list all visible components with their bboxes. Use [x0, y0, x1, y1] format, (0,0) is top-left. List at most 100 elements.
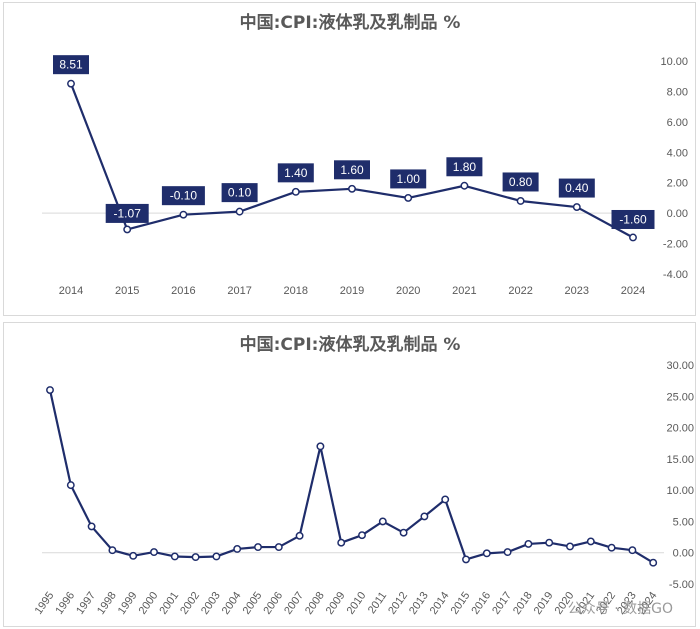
x-tick-label: 2024 [621, 285, 645, 297]
data-point [629, 233, 637, 242]
x-tick-label: 2020 [396, 285, 420, 297]
y-tick-label: 30.00 [666, 360, 694, 372]
y-tick-label: -2.00 [663, 239, 688, 251]
data-point [460, 181, 469, 190]
data-point [274, 543, 283, 552]
x-tick-label: 2022 [508, 285, 532, 297]
y-tick-label: 10.00 [660, 56, 688, 68]
x-tick-label: 2003 [199, 590, 223, 617]
x-tick-label: 2021 [452, 285, 476, 297]
data-point [566, 542, 574, 551]
data-point [212, 552, 221, 561]
data-point [170, 552, 179, 561]
data-point [545, 538, 554, 547]
x-tick-label: 2010 [345, 590, 369, 617]
x-tick-label: 1999 [116, 590, 140, 617]
y-tick-label: 15.00 [666, 454, 694, 466]
chart-title: 中国:CPI:液体乳及乳制品 % [240, 12, 461, 33]
data-label-box [390, 169, 427, 189]
data-point [108, 546, 117, 555]
x-tick-label: 1998 [95, 590, 119, 617]
data-point [628, 546, 637, 555]
data-label-box [446, 157, 483, 177]
data-label-box [558, 178, 595, 198]
data-point [524, 540, 533, 548]
y-tick-label: -5.00 [669, 579, 694, 591]
chart-title: 中国:CPI:液体乳及乳制品 % [240, 334, 461, 355]
x-tick-label: 2011 [366, 590, 389, 616]
x-tick-label: 2016 [171, 285, 195, 297]
x-tick-label: 2017 [227, 285, 251, 297]
data-label: 0.10 [228, 186, 252, 200]
data-label: -1.60 [619, 212, 647, 226]
x-tick-label: 2016 [469, 590, 493, 617]
x-tick-label: 2014 [428, 590, 452, 617]
data-point [235, 207, 244, 216]
data-point [254, 543, 262, 552]
data-point [46, 386, 54, 394]
data-point [67, 79, 75, 88]
data-label-box [53, 55, 89, 75]
data-label-box [277, 163, 314, 183]
x-tick-label: 2000 [137, 590, 161, 617]
data-point [129, 551, 138, 560]
data-label: 1.40 [284, 166, 308, 180]
line-chart-1995-2024: 中国:CPI:液体乳及乳制品 % 30.00 25.00 20.00 15.00 10.… [33, 334, 694, 617]
data-point [649, 558, 658, 567]
data-point [358, 531, 366, 540]
data-point [516, 197, 525, 205]
data-label: 0.80 [509, 175, 533, 189]
data-label: -1.07 [114, 206, 142, 220]
data-point [150, 548, 158, 557]
data-point [503, 548, 512, 557]
data-point [586, 537, 595, 546]
y-tick-label: 5.00 [673, 516, 694, 528]
data-label: 1.80 [453, 160, 477, 174]
x-tick-label: 2006 [261, 590, 285, 617]
y-tick-label: 2.00 [667, 178, 688, 190]
data-point [191, 553, 200, 562]
watermark: 公众号 · 数据GO [567, 601, 673, 617]
x-tick-label: 1997 [74, 590, 98, 617]
series-line [48, 389, 654, 564]
x-tick-label: 2015 [449, 590, 473, 617]
data-point [291, 187, 300, 196]
data-point [179, 210, 188, 219]
data-point [66, 481, 75, 490]
data-point [337, 538, 346, 547]
x-tick-label: 2002 [178, 590, 202, 617]
x-tick-label: 1995 [33, 590, 57, 617]
y-tick-label: 0.00 [667, 208, 688, 220]
data-label-box [611, 209, 655, 229]
x-tick-label: 2014 [59, 285, 83, 297]
data-label-box [161, 186, 205, 206]
x-tick-label: 2005 [241, 590, 265, 617]
y-tick-label: 4.00 [667, 147, 688, 159]
data-label-box [105, 203, 149, 223]
data-point [87, 522, 96, 531]
x-tick-label: 2008 [303, 590, 327, 617]
data-label: -0.10 [170, 189, 198, 203]
data-point [295, 531, 304, 540]
data-point [404, 193, 413, 202]
data-point [316, 442, 325, 451]
x-tick-label: 2015 [115, 285, 139, 297]
x-tick-label: 2023 [565, 285, 589, 297]
data-point [348, 184, 356, 193]
y-tick-label: 25.00 [666, 391, 694, 403]
y-tick-label: -4.00 [663, 269, 688, 281]
data-point [399, 528, 408, 537]
y-tick-label: 8.00 [667, 86, 688, 98]
x-tick-label: 2019 [532, 590, 556, 617]
x-tick-label: 2009 [324, 590, 348, 617]
data-point [607, 543, 616, 552]
data-label: 1.00 [397, 172, 421, 186]
chart-panel-bottom: 中国:CPI:液体乳及乳制品 % 30.00 25.00 20.00 15.00 10.… [3, 322, 696, 627]
data-point [378, 517, 387, 526]
y-tick-label: 20.00 [666, 423, 694, 435]
data-label-box [221, 183, 258, 203]
y-tick-label: 10.00 [666, 485, 694, 497]
data-point [482, 549, 491, 558]
data-point [462, 555, 470, 564]
data-point [420, 512, 429, 521]
